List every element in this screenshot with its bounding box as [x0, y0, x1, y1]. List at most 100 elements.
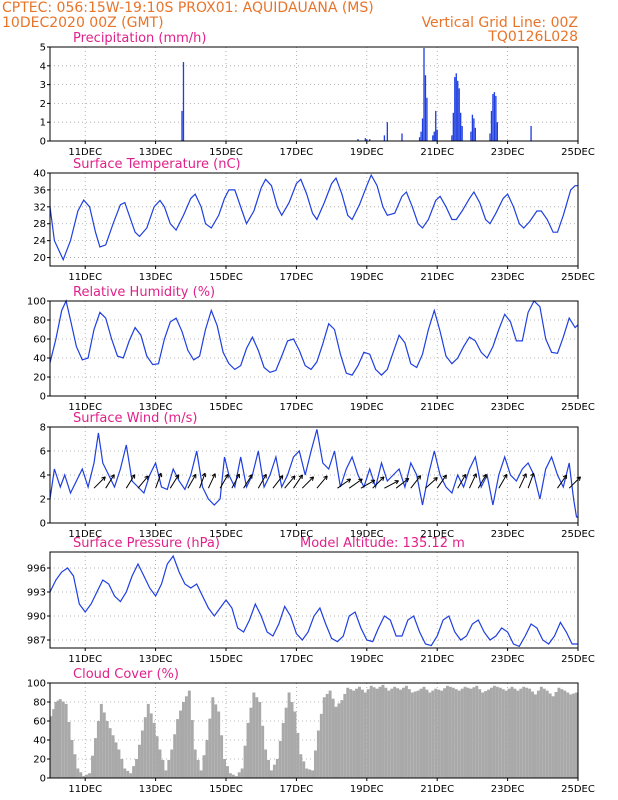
- precip-bar: [455, 73, 457, 141]
- x-tick-label: 17DEC: [280, 147, 314, 158]
- cloud-bar: [284, 707, 288, 778]
- cloud-bar: [272, 764, 276, 778]
- wind-arrow: [348, 478, 363, 489]
- cloud-bar: [85, 774, 89, 778]
- cloud-bar: [267, 759, 270, 778]
- cloud-bar: [451, 687, 455, 778]
- cloud-bar: [114, 742, 118, 778]
- precip-bar: [383, 135, 386, 141]
- x-tick-label: 11DEC: [68, 529, 102, 540]
- y-tick-label: 987: [27, 636, 46, 647]
- x-tick-label: 11DEC: [68, 402, 102, 413]
- precip-bar: [364, 138, 366, 141]
- precip-bar: [530, 125, 532, 141]
- precip-bar: [496, 122, 498, 141]
- cloud-bar: [237, 772, 241, 778]
- cloud-bar: [190, 720, 194, 778]
- header-line1: CPTEC: 056:15W-19:10S PROX01: AQUIDAUANA…: [2, 0, 374, 16]
- precip-bar: [401, 133, 403, 141]
- pressure-frame: [49, 551, 579, 649]
- cloud-bar: [437, 689, 441, 778]
- wind-arrow: [360, 479, 376, 489]
- x-tick-label: 13DEC: [139, 402, 173, 413]
- x-tick-label: 25DEC: [561, 784, 595, 795]
- cloud-bar: [184, 696, 188, 778]
- y-tick-label: 80: [33, 316, 46, 327]
- cloud-bar: [143, 717, 147, 778]
- cloud-bar: [563, 690, 567, 778]
- cloud-bar: [481, 692, 485, 778]
- cloud-bar: [96, 721, 100, 778]
- cloud-bar: [290, 702, 294, 778]
- precip-bar: [182, 62, 185, 141]
- cloud-bar: [126, 770, 130, 778]
- cloud-bar: [319, 713, 323, 778]
- wind-arrow: [219, 473, 229, 489]
- temp-series-line: [49, 173, 578, 262]
- x-tick-label: 25DEC: [561, 654, 595, 665]
- cloud-bar: [182, 702, 185, 778]
- precip-bar: [357, 139, 359, 141]
- y-tick-label: 40: [33, 169, 46, 180]
- precip-bar: [369, 139, 371, 141]
- y-tick-label: 0: [40, 137, 46, 148]
- cloud-bar: [355, 688, 358, 778]
- x-tick-label: 21DEC: [420, 402, 454, 413]
- x-tick-label: 17DEC: [280, 654, 314, 665]
- cloud-bar: [152, 722, 156, 778]
- precip-bar: [181, 110, 183, 141]
- temp-panel: 20 24 28 32 36 40 11DEC 13DEC 15DEC 17DEC 19DEC 21D…: [33, 157, 595, 283]
- y-tick-label: 28: [33, 219, 46, 230]
- cloud-bar: [252, 692, 256, 778]
- cloud-bar: [378, 686, 382, 778]
- x-tick-label: 23DEC: [491, 784, 525, 795]
- cloud-bar: [173, 734, 177, 778]
- y-tick-label: 60: [33, 717, 46, 728]
- cloud-bar: [296, 732, 300, 778]
- wind-arrow: [527, 472, 535, 489]
- cloud-bar: [369, 685, 373, 778]
- cloud-bar: [249, 707, 253, 778]
- x-tick-label: 19DEC: [350, 529, 384, 540]
- cloud-bar: [146, 703, 150, 778]
- cloud-bar: [536, 690, 540, 778]
- wind-arrow: [243, 474, 253, 489]
- wind-arrow: [477, 473, 487, 489]
- x-tick-label: 11DEC: [68, 147, 102, 158]
- cloud-bar: [311, 770, 314, 778]
- x-tick-label: 23DEC: [491, 147, 525, 158]
- cloud-bar: [551, 696, 555, 778]
- x-tick-label: 13DEC: [139, 529, 173, 540]
- y-tick-label: 60: [33, 335, 46, 346]
- precip-bar: [458, 88, 460, 141]
- pressure-series-line: [49, 554, 578, 648]
- cloud-title: Cloud Cover (%): [73, 667, 179, 682]
- cloud-bar: [220, 735, 224, 778]
- y-tick-label: 0: [40, 392, 46, 403]
- cloud-bar: [331, 698, 335, 778]
- rh-frame: [49, 300, 579, 397]
- cloud-bar: [402, 687, 405, 778]
- precip-bar: [457, 80, 459, 141]
- cloud-bar: [349, 689, 353, 778]
- cloud-bar: [478, 689, 482, 778]
- cloud-bar: [504, 690, 508, 778]
- x-tick-label: 19DEC: [350, 402, 384, 413]
- x-tick-label: 25DEC: [561, 529, 595, 540]
- cloud-bar: [199, 770, 203, 778]
- x-tick-label: 11DEC: [68, 654, 102, 665]
- cloud-bar: [161, 759, 165, 778]
- cloud-bar: [302, 761, 306, 778]
- cloud-panel: 0 20 40 60 80 100 11DEC 13DEC 15DEC 17DEC 19DEC 21D…: [27, 667, 595, 795]
- wind-arrow: [231, 473, 240, 489]
- y-tick-label: 1: [40, 118, 46, 129]
- y-tick-label: 990: [27, 612, 46, 623]
- x-tick-label: 19DEC: [350, 784, 384, 795]
- cloud-bar: [531, 691, 534, 778]
- cloud-bar: [243, 745, 247, 778]
- cloud-bar: [140, 730, 144, 778]
- cloud-bar: [50, 716, 53, 778]
- cloud-bar: [366, 689, 370, 778]
- y-tick-label: 36: [33, 185, 46, 196]
- wind-arrow: [199, 472, 207, 489]
